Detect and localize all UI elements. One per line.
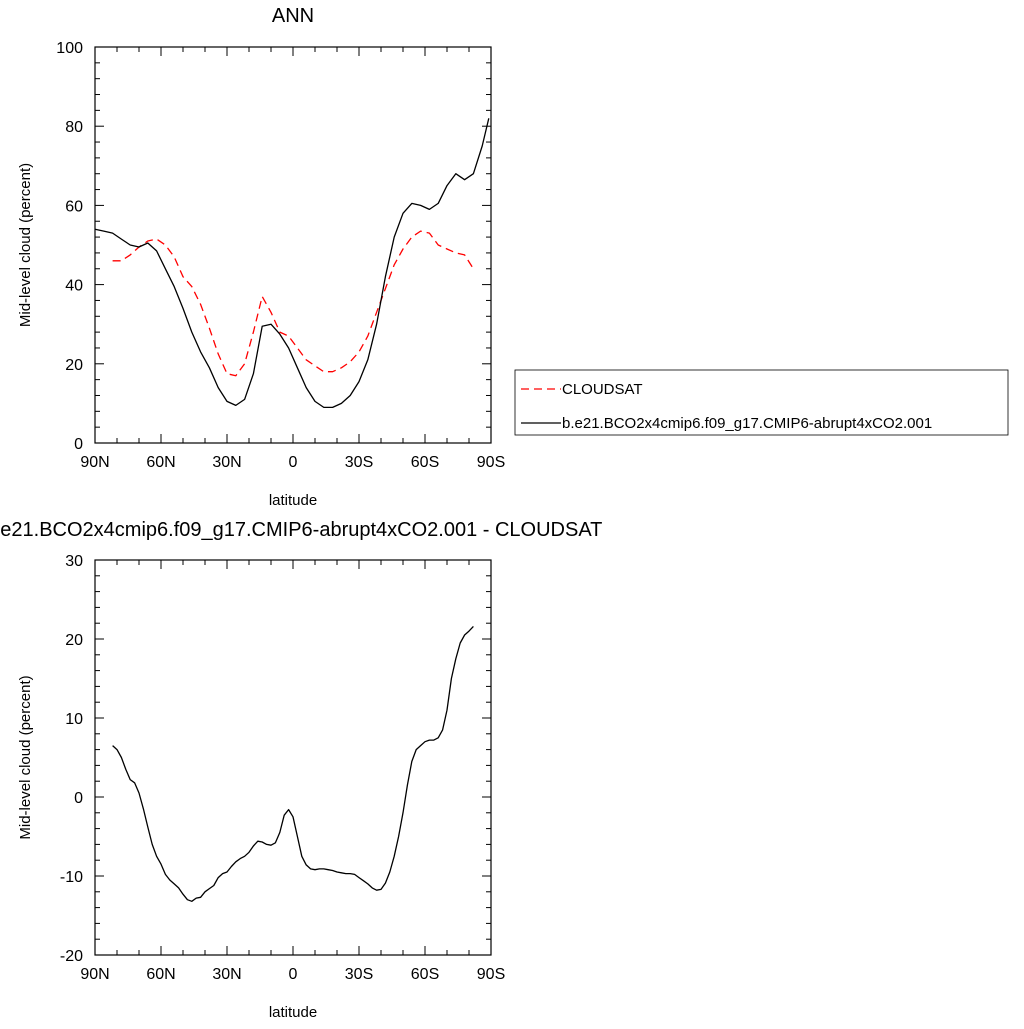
- chart2-x-tick-label: 0: [289, 966, 298, 983]
- chart2-series-difference-line: [112, 625, 474, 902]
- chart1-x-tick-label: 30S: [345, 454, 373, 471]
- chart1-y-tick-label: 60: [65, 198, 83, 215]
- chart1-y-tick-label: 80: [65, 119, 83, 136]
- chart1-x-tick-label: 60N: [146, 454, 175, 471]
- chart1-series-model-line: [94, 118, 490, 409]
- legend-label: CLOUDSAT: [562, 381, 643, 398]
- chart1-y-tick-label: 100: [56, 40, 83, 57]
- chart1-y-tick-label: 40: [65, 278, 83, 295]
- chart1-x-tick-label: 60S: [411, 454, 439, 471]
- legend-label: b.e21.BCO2x4cmip6.f09_g17.CMIP6-abrupt4x…: [562, 415, 932, 432]
- chart2-plot-frame: [94, 559, 492, 956]
- chart1-x-tick-label: 0: [289, 454, 298, 471]
- chart1-series-cloudsat-line: [112, 230, 474, 377]
- chart1-y-tick-label: 0: [74, 436, 83, 453]
- chart1: ANN 90N 60N 30N 0 30S 60S 90S 0 20 40 60 80 100 latitu…: [17, 5, 1009, 509]
- chart2-y-tick-label: 30: [65, 553, 83, 570]
- chart2-title: b.e21.BCO2x4cmip6.f09_g17.CMIP6-abrupt4x…: [0, 519, 602, 541]
- chart2-y-tick-label: -20: [60, 948, 83, 965]
- chart1-x-tick-label: 30N: [212, 454, 241, 471]
- chart2-x-tick-label: 90S: [477, 966, 505, 983]
- chart2-y-tick-label: -10: [60, 869, 83, 886]
- chart1-plot-frame: [94, 46, 492, 444]
- chart2-x-axis-label: latitude: [269, 1004, 317, 1021]
- chart1-x-tick-label: 90S: [477, 454, 505, 471]
- chart1-legend: CLOUDSAT b.e21.BCO2x4cmip6.f09_g17.CMIP6-…: [514, 369, 1009, 436]
- chart2-y-tick-label: 10: [65, 711, 83, 728]
- chart1-y-axis-label: Mid-level cloud (percent): [17, 163, 34, 327]
- chart1-y-tick-label: 20: [65, 357, 83, 374]
- chart2-y-tick-label: 0: [74, 790, 83, 807]
- chart2-x-tick-label: 90N: [80, 966, 109, 983]
- chart1-title: ANN: [272, 5, 314, 27]
- chart2-y-axis-label: Mid-level cloud (percent): [17, 675, 34, 839]
- chart1-x-axis-label: latitude: [269, 492, 317, 509]
- chart2-x-tick-label: 30S: [345, 966, 373, 983]
- chart2-x-tick-label: 60S: [411, 966, 439, 983]
- chart2-x-tick-label: 60N: [146, 966, 175, 983]
- chart2: b.e21.BCO2x4cmip6.f09_g17.CMIP6-abrupt4x…: [0, 519, 602, 1021]
- chart1-x-tick-label: 90N: [80, 454, 109, 471]
- legend-box: [514, 369, 1009, 436]
- chart2-x-tick-label: 30N: [212, 966, 241, 983]
- chart2-y-tick-label: 20: [65, 632, 83, 649]
